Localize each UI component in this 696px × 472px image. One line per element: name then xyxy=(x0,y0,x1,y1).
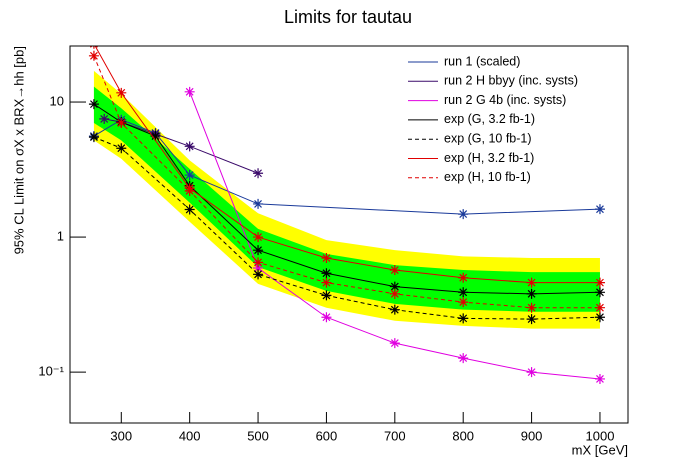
legend-label: run 2 H bbyy (inc. systs) xyxy=(444,74,578,88)
marker xyxy=(184,170,195,181)
marker xyxy=(526,277,537,288)
marker xyxy=(253,198,264,209)
chart-title: Limits for tautau xyxy=(284,7,412,27)
marker xyxy=(321,268,332,279)
marker xyxy=(184,141,195,152)
frame xyxy=(69,45,629,424)
x-tick-label: 400 xyxy=(179,428,201,443)
marker xyxy=(99,113,110,124)
marker xyxy=(389,304,400,315)
marker xyxy=(458,297,469,308)
marker xyxy=(184,86,195,97)
x-tick-label: 900 xyxy=(521,428,543,443)
marker xyxy=(594,287,605,298)
legend-label: exp (G, 10 fb-1) xyxy=(444,131,532,145)
x-tick-label: 300 xyxy=(110,428,132,443)
band xyxy=(93,70,600,329)
marker xyxy=(253,232,264,243)
marker xyxy=(594,302,605,313)
marker xyxy=(594,312,605,323)
band xyxy=(93,86,600,312)
x-tick-label: 600 xyxy=(316,428,338,443)
marker xyxy=(458,313,469,324)
marker xyxy=(458,353,469,364)
marker xyxy=(594,204,605,215)
marker xyxy=(253,257,264,268)
marker xyxy=(116,117,127,128)
marker xyxy=(88,50,99,61)
marker xyxy=(389,338,400,349)
marker xyxy=(253,269,264,280)
marker xyxy=(184,204,195,215)
marker xyxy=(458,209,469,220)
marker xyxy=(253,168,264,179)
x-tick-label: 800 xyxy=(452,428,474,443)
marker xyxy=(88,99,99,110)
marker xyxy=(389,281,400,292)
marker xyxy=(150,131,161,142)
marker xyxy=(458,272,469,283)
x-tick-label: 500 xyxy=(247,428,269,443)
x-tick-label: 700 xyxy=(384,428,406,443)
marker xyxy=(526,367,537,378)
marker xyxy=(594,277,605,288)
marker xyxy=(458,287,469,298)
marker xyxy=(116,87,127,98)
series-line xyxy=(93,103,600,295)
marker xyxy=(389,265,400,276)
y-tick-label: 10 xyxy=(50,93,64,108)
legend-label: run 2 G 4b (inc. systs) xyxy=(444,93,566,107)
marker xyxy=(88,132,99,143)
marker xyxy=(526,314,537,325)
y-tick-label: 1 xyxy=(57,229,64,244)
y-tick-label: 10⁻¹ xyxy=(38,364,64,379)
marker xyxy=(321,312,332,323)
marker xyxy=(389,288,400,299)
marker xyxy=(253,263,264,274)
legend-label: exp (G, 3.2 fb-1) xyxy=(444,112,535,126)
marker xyxy=(594,373,605,384)
marker xyxy=(526,302,537,313)
x-tick-label: 1000 xyxy=(586,428,615,443)
marker xyxy=(526,288,537,299)
marker xyxy=(321,290,332,301)
marker xyxy=(321,277,332,288)
legend-label: exp (H, 10 fb-1) xyxy=(444,170,531,184)
marker xyxy=(253,245,264,256)
legend-label: exp (H, 3.2 fb-1) xyxy=(444,151,534,165)
legend-label: run 1 (scaled) xyxy=(444,54,520,68)
plot-area xyxy=(88,46,605,384)
y-axis-label: 95% CL Limit on σX x BRX→hh [pb] xyxy=(11,46,26,254)
x-axis-label: mX [GeV] xyxy=(572,442,628,457)
marker xyxy=(116,143,127,154)
marker xyxy=(184,185,195,196)
marker xyxy=(321,252,332,263)
